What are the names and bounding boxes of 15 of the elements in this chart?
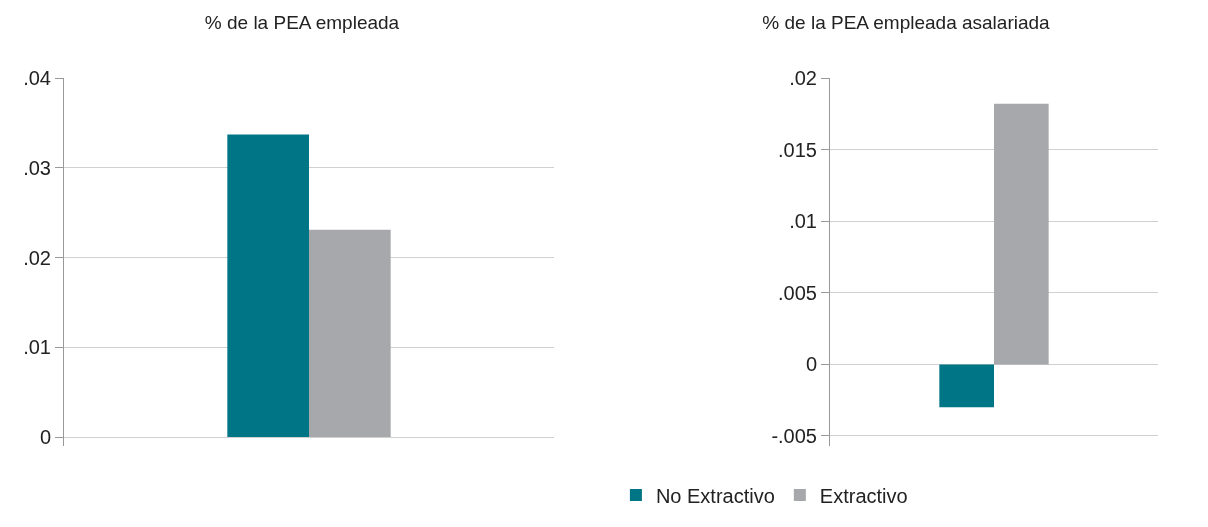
chart-title: % de la PEA empleada xyxy=(204,12,400,34)
y-tick-label: .005 xyxy=(778,281,817,304)
y-tick-label: .03 xyxy=(23,156,51,179)
y-tick-label: 0 xyxy=(805,353,817,376)
y-tick-label: .02 xyxy=(789,67,817,89)
legend-label: Extractivo xyxy=(819,484,908,507)
chart-title: % de la PEA empleada asalariada xyxy=(762,12,1051,34)
legend-label: No Extractivo xyxy=(655,484,775,507)
y-tick-label: .01 xyxy=(23,336,51,359)
y-tick-label: .01 xyxy=(789,210,817,233)
y-tick-label: .02 xyxy=(23,246,51,269)
y-tick-label: 0 xyxy=(39,426,51,449)
y-tick-label: .015 xyxy=(778,138,817,161)
y-tick-label: -.005 xyxy=(771,424,817,447)
y-tick-label: .04 xyxy=(23,67,51,89)
